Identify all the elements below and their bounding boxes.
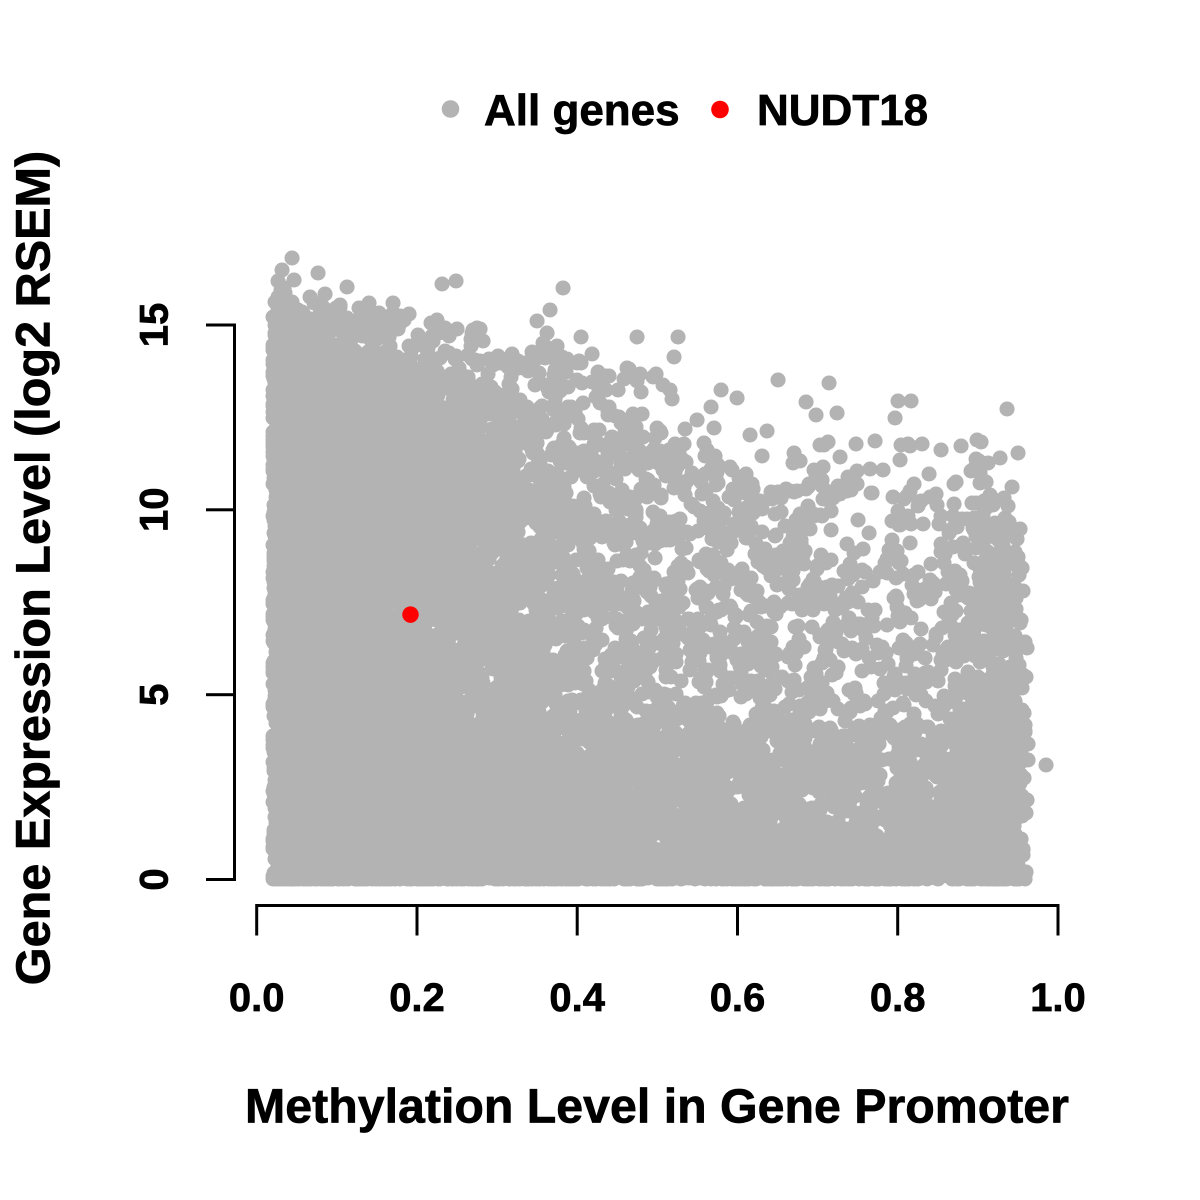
svg-text:0.0: 0.0: [229, 976, 285, 1020]
svg-text:Gene Expression Level (log2 RS: Gene Expression Level (log2 RSEM): [7, 151, 61, 985]
svg-text:0.2: 0.2: [389, 976, 445, 1020]
svg-text:0.6: 0.6: [710, 976, 766, 1020]
svg-text:All genes: All genes: [484, 86, 680, 135]
svg-text:10: 10: [133, 488, 177, 533]
svg-text:NUDT18: NUDT18: [757, 86, 928, 135]
svg-text:1.0: 1.0: [1030, 976, 1086, 1020]
svg-text:0.8: 0.8: [870, 976, 926, 1020]
svg-text:0: 0: [133, 868, 177, 890]
svg-text:5: 5: [133, 684, 177, 706]
svg-text:0.4: 0.4: [549, 976, 605, 1020]
svg-text:Methylation Level in Gene Prom: Methylation Level in Gene Promoter: [245, 1080, 1069, 1134]
svg-text:15: 15: [133, 303, 177, 348]
